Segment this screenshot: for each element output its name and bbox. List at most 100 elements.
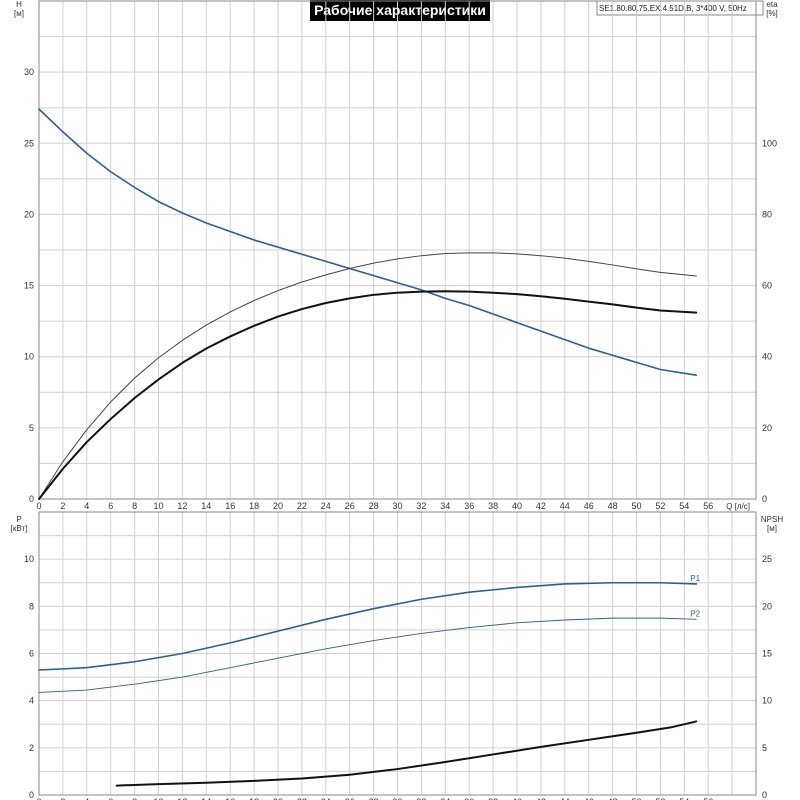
series-line-top-2 <box>38 290 698 500</box>
series-line-p1 <box>38 581 698 671</box>
x-tick-label: 22 <box>297 797 307 800</box>
x-tick-label: 26 <box>345 501 355 511</box>
x-tick-label: 36 <box>464 501 474 511</box>
x-tick-label: 50 <box>631 501 641 511</box>
x-tick-label: 4 <box>84 501 89 511</box>
series-label-p2: P2 <box>690 609 700 618</box>
y-left-axis-label: [кВт] <box>11 524 28 533</box>
x-tick-label: 14 <box>201 501 211 511</box>
x-tick-label: 16 <box>225 501 235 511</box>
x-tick-label: 44 <box>560 797 570 800</box>
series-line-top-0 <box>38 108 698 377</box>
y-right-tick-label: 0 <box>762 494 767 504</box>
series-line-bottom-2 <box>115 720 698 787</box>
y-left-tick-label: 0 <box>29 790 34 800</box>
y-left-tick-label: 4 <box>29 696 34 706</box>
x-tick-label: 6 <box>108 501 113 511</box>
x-tick-label: 24 <box>321 797 331 800</box>
x-tick-label: 10 <box>153 501 163 511</box>
x-tick-label: 52 <box>655 797 665 800</box>
plot-frame <box>38 511 757 796</box>
x-tick-label: 2 <box>60 501 65 511</box>
y-left-tick-label: 10 <box>24 352 34 362</box>
x-tick-label: 54 <box>679 501 689 511</box>
y-right-axis-label: eta <box>766 0 778 9</box>
y-right-tick-label: 25 <box>762 554 772 564</box>
y-right-tick-label: 20 <box>762 601 772 611</box>
x-tick-label: 30 <box>392 797 402 800</box>
x-tick-label: 6 <box>108 797 113 800</box>
x-tick-label: 56 <box>703 797 713 800</box>
y-left-tick-label: 10 <box>24 554 34 564</box>
series-line-top-1 <box>38 252 697 500</box>
x-tick-label: 16 <box>225 797 235 800</box>
x-tick-label: 4 <box>84 797 89 800</box>
x-tick-label: 52 <box>655 501 665 511</box>
x-tick-label: 36 <box>464 797 474 800</box>
power-npsh-panel: 0246810051015202502468101214161820222426… <box>11 511 783 800</box>
y-left-tick-label: 5 <box>29 423 34 433</box>
y-right-tick-label: 0 <box>762 790 767 800</box>
x-tick-label: 14 <box>201 797 211 800</box>
y-left-axis-label: H <box>16 0 22 9</box>
x-tick-label: 12 <box>177 501 187 511</box>
y-left-axis-label: [м] <box>14 9 24 18</box>
x-tick-label: 46 <box>584 501 594 511</box>
x-tick-label: 20 <box>273 797 283 800</box>
x-tick-label: 34 <box>440 501 450 511</box>
y-right-tick-label: 60 <box>762 281 772 291</box>
x-tick-label: 0 <box>36 501 41 511</box>
y-right-tick-label: 80 <box>762 209 772 219</box>
y-right-tick-label: 40 <box>762 352 772 362</box>
x-tick-label: 22 <box>297 501 307 511</box>
y-left-tick-label: 30 <box>24 67 34 77</box>
x-tick-label: 20 <box>273 501 283 511</box>
x-tick-label: 50 <box>631 797 641 800</box>
x-tick-label: 2 <box>60 797 65 800</box>
y-left-axis-label: P <box>16 515 21 524</box>
x-tick-label: 44 <box>560 501 570 511</box>
x-tick-label: 28 <box>369 501 379 511</box>
x-tick-label: 12 <box>177 797 187 800</box>
x-tick-label: 28 <box>369 797 379 800</box>
x-tick-label: 0 <box>36 797 41 800</box>
x-tick-label: 46 <box>584 797 594 800</box>
x-tick-label: 56 <box>703 501 713 511</box>
x-axis-label: Q [л/с] <box>726 502 750 511</box>
x-tick-label: 40 <box>512 501 522 511</box>
x-tick-label: 34 <box>440 797 450 800</box>
x-tick-label: 18 <box>249 501 259 511</box>
pump-model-label: SE1.80.80.75.EX.4.51D.B, 3*400 V, 50Hz <box>599 4 747 13</box>
x-tick-label: 26 <box>345 797 355 800</box>
y-right-tick-label: 20 <box>762 423 772 433</box>
plot-frame <box>38 0 757 500</box>
y-left-tick-label: 25 <box>24 138 34 148</box>
y-right-tick-label: 100 <box>762 138 777 148</box>
series-line-p2 <box>38 617 697 693</box>
x-tick-label: 10 <box>153 797 163 800</box>
chart-title: Рабочие характеристики <box>314 2 486 18</box>
x-tick-label: 38 <box>488 797 498 800</box>
y-right-axis-label: [м] <box>767 524 777 533</box>
x-tick-label: 32 <box>416 501 426 511</box>
y-right-tick-label: 5 <box>762 743 767 753</box>
x-tick-label: 8 <box>132 501 137 511</box>
y-left-tick-label: 8 <box>29 601 34 611</box>
x-tick-label: 8 <box>132 797 137 800</box>
y-left-tick-label: 20 <box>24 209 34 219</box>
x-tick-label: 32 <box>416 797 426 800</box>
y-right-tick-label: 10 <box>762 696 772 706</box>
x-tick-label: 40 <box>512 797 522 800</box>
y-right-tick-label: 15 <box>762 649 772 659</box>
x-tick-label: 54 <box>679 797 689 800</box>
x-tick-label: 38 <box>488 501 498 511</box>
y-left-tick-label: 6 <box>29 649 34 659</box>
y-left-tick-label: 2 <box>29 743 34 753</box>
x-tick-label: 30 <box>392 501 402 511</box>
y-left-tick-label: 0 <box>29 494 34 504</box>
x-tick-label: 24 <box>321 501 331 511</box>
y-right-axis-label: [%] <box>766 9 778 18</box>
